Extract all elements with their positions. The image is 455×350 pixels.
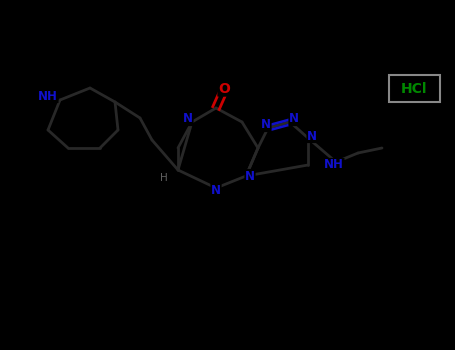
Text: N: N [261,119,271,132]
Text: H: H [160,173,168,183]
Text: N: N [289,112,299,126]
Text: N: N [245,169,255,182]
Text: N: N [183,112,193,126]
Text: N: N [307,130,317,142]
FancyBboxPatch shape [389,75,440,102]
Text: HCl: HCl [401,82,427,96]
Text: N: N [211,183,221,196]
Text: O: O [218,82,230,96]
Text: NH: NH [38,90,58,103]
Text: NH: NH [324,159,344,172]
